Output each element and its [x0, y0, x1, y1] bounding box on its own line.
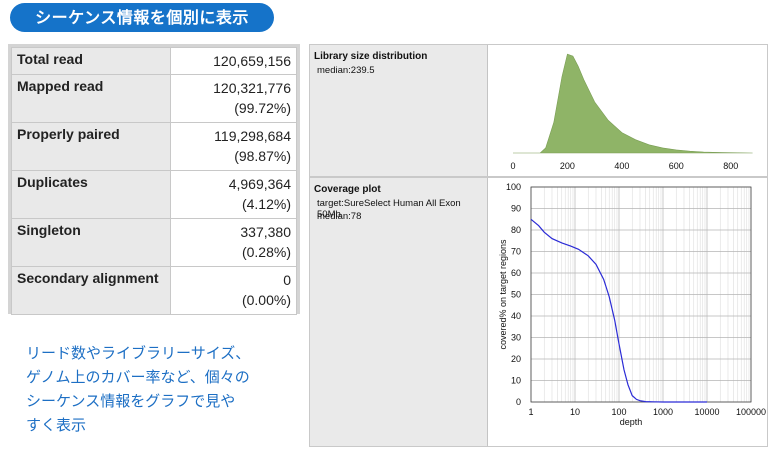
- library-size-panel: Library size distribution median:239.5 0…: [310, 45, 767, 176]
- stats-value-cell: 120,659,156: [170, 47, 297, 75]
- stats-value-cell: 337,380 (0.28%): [170, 218, 297, 267]
- coverage-y-tick: 30: [511, 333, 521, 343]
- coverage-y-tick: 50: [511, 290, 521, 300]
- stats-percent: (98.87%): [234, 148, 291, 164]
- stats-label: Properly paired: [11, 122, 171, 171]
- coverage-x-tick: 10: [570, 407, 580, 417]
- coverage-x-tick: 100000: [736, 407, 766, 417]
- stats-value-cell: 119,298,684 (98.87%): [170, 122, 297, 171]
- library-size-title: Library size distribution: [314, 51, 428, 62]
- library-size-x-tick: 0: [510, 161, 515, 171]
- coverage-y-tick: 70: [511, 247, 521, 257]
- stats-value-cell: 0 (0.00%): [170, 266, 297, 315]
- library-size-x-tick: 200: [560, 161, 575, 171]
- library-size-area: [513, 53, 753, 154]
- coverage-y-tick: 20: [511, 354, 521, 364]
- stats-label: Duplicates: [11, 170, 171, 219]
- stats-row: Properly paired 119,298,684 (98.87%): [11, 122, 297, 171]
- stats-count: 120,321,776: [213, 80, 291, 96]
- coverage-info: Coverage plot target:SureSelect Human Al…: [310, 178, 488, 446]
- stats-percent: (99.72%): [234, 100, 291, 116]
- stats-table: Total read 120,659,156 Mapped read 120,321,…: [11, 47, 297, 315]
- stats-label: Mapped read: [11, 74, 171, 123]
- stats-count: 4,969,364: [228, 176, 291, 192]
- stats-row: Secondary alignment 0 (0.00%): [11, 266, 297, 315]
- coverage-y-tick: 40: [511, 311, 521, 321]
- coverage-x-tick: 1: [528, 407, 533, 417]
- stats-row: Total read 120,659,156: [11, 47, 297, 75]
- feature-caption: リード数やライブラリーサイズ、 ゲノム上のカバー率など、個々の シーケンス情報を…: [26, 341, 296, 437]
- coverage-title: Coverage plot: [314, 184, 381, 195]
- stats-percent: (4.12%): [241, 196, 291, 212]
- caption-line: リード数やライブラリーサイズ、: [26, 344, 251, 362]
- library-size-info: Library size distribution median:239.5: [310, 45, 488, 176]
- coverage-target: target:SureSelect Human All Exon 50Mb: [317, 198, 461, 220]
- stats-count: 0: [283, 272, 291, 288]
- stats-label: Singleton: [11, 218, 171, 267]
- coverage-y-tick: 80: [511, 225, 521, 235]
- stats-count: 337,380: [240, 224, 291, 240]
- stats-row: Mapped read 120,321,776 (99.72%): [11, 74, 297, 123]
- caption-line: シーケンス情報をグラフで見や: [26, 392, 236, 410]
- library-size-chart: 0 200 400 600 800: [510, 53, 753, 171]
- coverage-y-tick: 60: [511, 268, 521, 278]
- stats-count: 119,298,684: [214, 128, 291, 144]
- coverage-x-tick: 10000: [694, 407, 719, 417]
- charts-panel: Library size distribution median:239.5 0…: [309, 44, 768, 447]
- stats-row: Singleton 337,380 (0.28%): [11, 218, 297, 267]
- coverage-y-axis-label: covered% on target regions: [498, 239, 508, 350]
- stats-panel: Total read 120,659,156 Mapped read 120,321,…: [8, 44, 300, 315]
- stats-label: Total read: [11, 47, 171, 75]
- coverage-panel: Coverage plot target:SureSelect Human Al…: [310, 178, 767, 446]
- coverage-y-tick: 0: [516, 397, 521, 407]
- coverage-line: [530, 218, 707, 403]
- page-banner: シーケンス情報を個別に表示: [10, 3, 274, 32]
- coverage-plot-frame: [530, 186, 752, 403]
- coverage-x-axis-label: depth: [620, 417, 643, 427]
- stats-count: 120,659,156: [213, 53, 291, 69]
- caption-line: ゲノム上のカバー率など、個々の: [26, 368, 250, 386]
- stats-value-cell: 120,321,776 (99.72%): [170, 74, 297, 123]
- stats-percent: (0.28%): [241, 244, 291, 260]
- coverage-x-tick: 100: [611, 407, 626, 417]
- coverage-x-tick: 1000: [653, 407, 673, 417]
- library-size-x-tick: 400: [614, 161, 629, 171]
- library-size-median: median:239.5: [317, 65, 375, 76]
- coverage-y-tick: 100: [506, 182, 521, 192]
- stats-label: Secondary alignment: [11, 266, 171, 315]
- library-size-x-tick: 600: [669, 161, 684, 171]
- caption-line: すく表示: [26, 416, 87, 434]
- coverage-y-tick: 10: [511, 376, 521, 386]
- library-size-x-tick: 800: [723, 161, 738, 171]
- coverage-y-tick: 90: [511, 204, 521, 214]
- stats-percent: (0.00%): [241, 292, 291, 308]
- stats-row: Duplicates 4,969,364 (4.12%): [11, 170, 297, 219]
- stats-value-cell: 4,969,364 (4.12%): [170, 170, 297, 219]
- coverage-median: median:78: [317, 211, 362, 222]
